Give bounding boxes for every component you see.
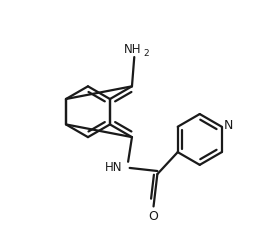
Text: 2: 2 — [143, 49, 149, 58]
Text: N: N — [223, 119, 232, 132]
Text: NH: NH — [123, 43, 141, 55]
Text: O: O — [148, 209, 158, 223]
Text: HN: HN — [104, 161, 121, 174]
